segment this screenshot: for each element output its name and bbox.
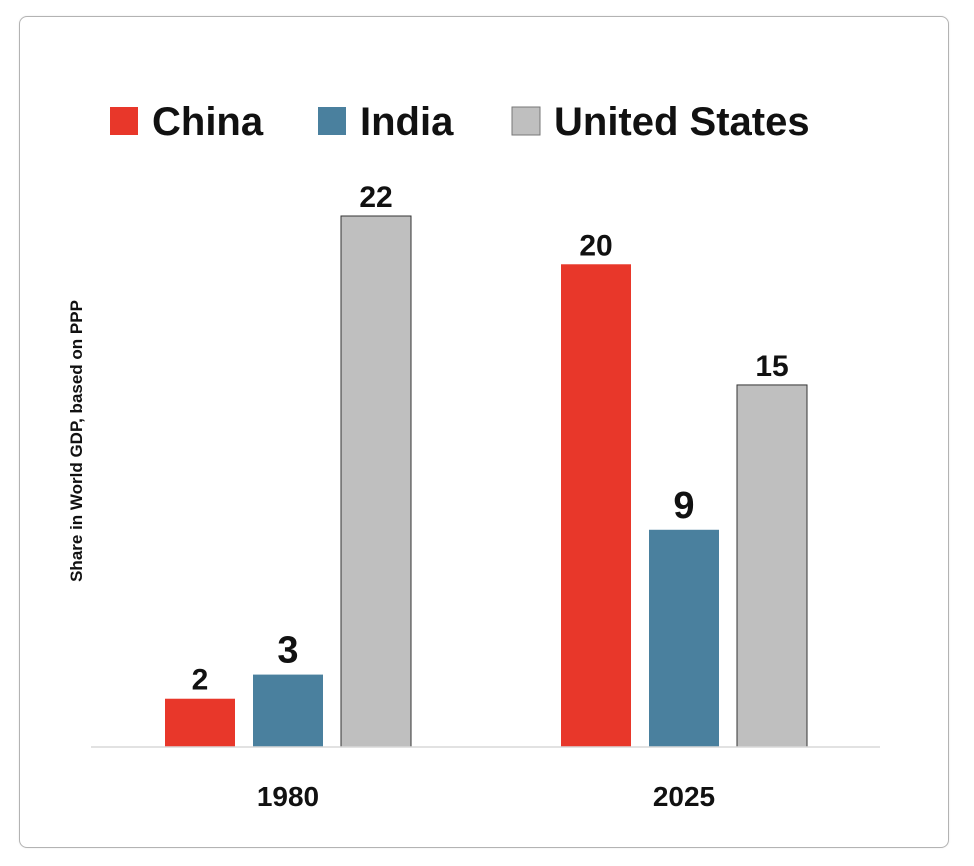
- value-label-united-states-1980: 22: [359, 181, 392, 214]
- value-label-china-2025: 20: [579, 229, 612, 262]
- legend-swatch-china: [110, 107, 138, 135]
- y-axis-label: Share in World GDP, based on PPP: [67, 300, 86, 582]
- bar-india-1980: [253, 674, 323, 747]
- bar-china-2025: [561, 264, 631, 747]
- value-label-india-2025: 9: [673, 485, 694, 527]
- legend: China India United States: [110, 100, 810, 144]
- legend-label-united-states: United States: [554, 100, 810, 144]
- x-tick-label-2025: 2025: [653, 781, 715, 812]
- bar-india-2025: [649, 529, 719, 747]
- value-label-united-states-2025: 15: [755, 350, 788, 383]
- bar-united-states-2025: [736, 384, 808, 748]
- legend-swatch-united-states: [511, 106, 541, 136]
- value-label-china-1980: 2: [192, 664, 209, 697]
- legend-label-india: India: [360, 100, 454, 144]
- x-axis-ticks: 1980 2025: [257, 781, 715, 812]
- bar-united-states-1980: [340, 215, 412, 748]
- x-tick-label-1980: 1980: [257, 781, 319, 812]
- bar-china-1980: [165, 698, 235, 747]
- value-label-india-1980: 3: [277, 630, 298, 672]
- bars: 2 3 22 20 9 15: [165, 181, 808, 748]
- legend-swatch-india: [318, 107, 346, 135]
- legend-label-china: China: [152, 100, 264, 144]
